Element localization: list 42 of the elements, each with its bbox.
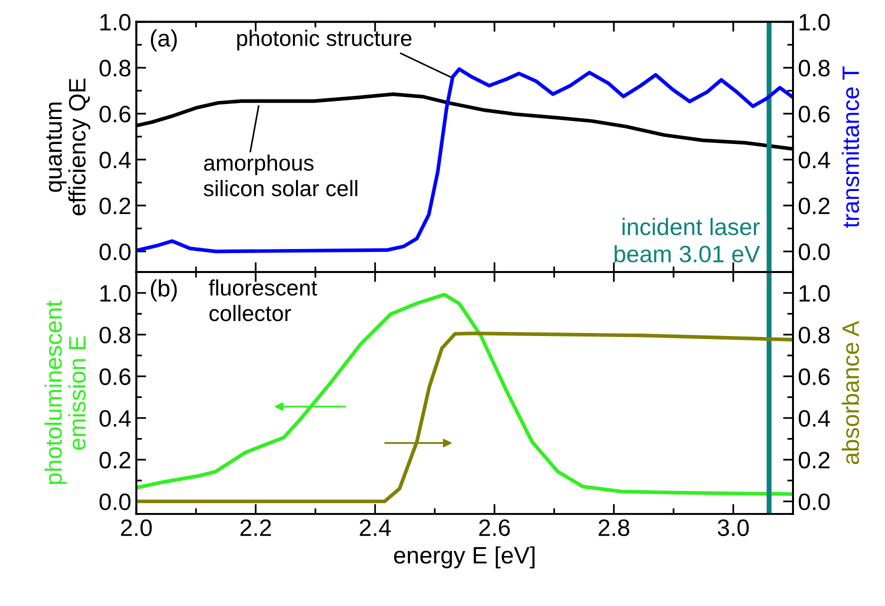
ref-line-label: incident laser beam 3.01 eV xyxy=(614,218,760,262)
annotation: fluorescent collector xyxy=(208,279,318,322)
x-tick-label: 2.4 xyxy=(360,519,391,536)
annotation: amorphous silicon solar cell xyxy=(204,154,358,196)
x-axis-title: energy E [eV] xyxy=(394,546,534,568)
line-series xyxy=(136,332,793,504)
y-tick-label: 0.8 xyxy=(100,60,130,77)
y2-tick-label: 0.4 xyxy=(798,410,830,427)
y2-axis-title: absorbance A xyxy=(842,320,860,464)
y-tick-label: 0.2 xyxy=(100,198,130,214)
y-tick-label: 1.0 xyxy=(100,285,131,302)
y2-axis-title: transmittance T xyxy=(842,66,860,228)
annotation: photonic structure xyxy=(237,30,412,51)
x-tick-label: 2.8 xyxy=(598,519,630,536)
y2-tick-label: 0.8 xyxy=(798,60,830,77)
x-tick-label: 2.6 xyxy=(479,519,510,536)
y-tick-label: 0.0 xyxy=(100,243,131,260)
y2-tick-label: 1.0 xyxy=(800,285,830,302)
y2-tick-label: 0.0 xyxy=(798,493,830,510)
x-tick-label: 2.0 xyxy=(121,519,152,536)
y2-tick-label: 0.8 xyxy=(798,326,830,344)
y-tick-label: 0.6 xyxy=(100,106,130,122)
y2-tick-label: 0.6 xyxy=(798,368,830,386)
y-tick-label: 0.8 xyxy=(100,326,130,344)
y2-tick-label: 0.4 xyxy=(798,152,830,168)
y-tick-label: 0.4 xyxy=(100,152,131,168)
x-tick-label: 3.0 xyxy=(718,519,749,536)
y-tick-label: 0.2 xyxy=(100,452,130,468)
y2-tick-label: 1.0 xyxy=(800,14,830,31)
y-axis-title: quantum efficiency QE xyxy=(46,78,90,216)
y2-tick-label: 0.6 xyxy=(798,106,830,122)
y2-tick-label: 0.2 xyxy=(798,452,830,468)
annotation: (a) xyxy=(150,29,177,52)
y-tick-label: 0.4 xyxy=(100,410,131,427)
x-tick-label: 2.2 xyxy=(240,519,271,536)
annotation: (b) xyxy=(150,279,177,302)
y2-tick-label: 0.2 xyxy=(798,198,830,214)
y2-tick-label: 0.0 xyxy=(798,243,830,260)
y-tick-label: 0.6 xyxy=(100,368,130,386)
y-tick-label: 0.0 xyxy=(100,493,131,510)
y-axis-title: photoluminescent emission E xyxy=(44,300,86,484)
y-tick-label: 1.0 xyxy=(100,14,131,31)
